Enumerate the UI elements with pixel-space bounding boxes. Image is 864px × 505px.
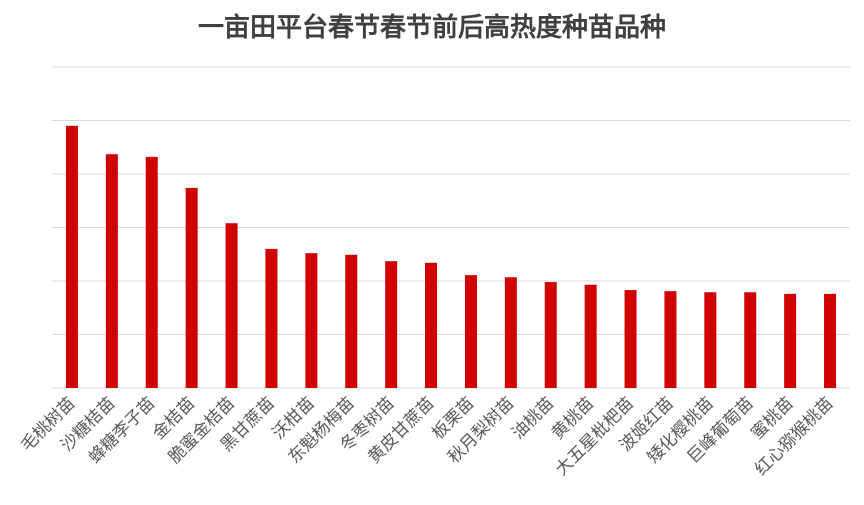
bar [544,282,557,388]
bar [584,284,597,388]
bar [784,293,797,388]
bar [624,290,637,388]
bar [305,253,318,388]
x-tick-label: 油桃苗 [508,393,558,443]
bar [744,292,757,388]
bar [664,291,677,388]
bar [425,262,438,388]
bar [225,223,238,388]
bar [824,293,837,388]
chart-title: 一亩田平台春节春节前后高热度种苗品种 [198,12,666,43]
bar [65,125,78,388]
bar [105,154,118,388]
bar [345,254,358,388]
bar [185,187,198,388]
bar [265,248,278,388]
bar [504,277,517,388]
bar [704,292,717,388]
bar [385,261,398,388]
bar [464,275,477,388]
bar [145,156,158,388]
